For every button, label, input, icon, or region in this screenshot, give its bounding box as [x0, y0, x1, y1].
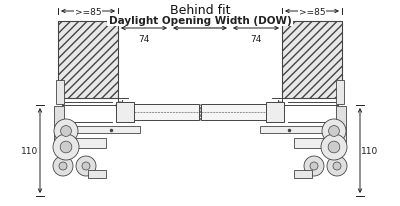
- Bar: [294, 170, 312, 178]
- Bar: [266, 103, 284, 122]
- Bar: [68, 126, 140, 133]
- Circle shape: [76, 156, 96, 176]
- Text: 74: 74: [138, 34, 150, 43]
- Bar: [88, 170, 106, 178]
- Bar: [56, 81, 64, 104]
- Text: 110: 110: [361, 146, 379, 155]
- Circle shape: [61, 126, 72, 137]
- Bar: [294, 138, 324, 148]
- Bar: [201, 104, 266, 121]
- Text: Behind fit: Behind fit: [170, 4, 230, 17]
- Bar: [58, 22, 118, 98]
- Circle shape: [53, 134, 79, 160]
- Text: >=85: >=85: [75, 7, 101, 16]
- Circle shape: [329, 126, 339, 137]
- Circle shape: [327, 156, 347, 176]
- Circle shape: [322, 119, 346, 143]
- Circle shape: [60, 142, 72, 153]
- Circle shape: [82, 162, 90, 170]
- Bar: [134, 104, 199, 121]
- Bar: [282, 22, 342, 98]
- Text: >=85: >=85: [299, 7, 325, 16]
- Text: Daylight Opening Width (DOW): Daylight Opening Width (DOW): [109, 16, 291, 26]
- Circle shape: [333, 162, 341, 170]
- Circle shape: [321, 134, 347, 160]
- Circle shape: [310, 162, 318, 170]
- Bar: [116, 103, 134, 122]
- Circle shape: [304, 156, 324, 176]
- Bar: [76, 138, 106, 148]
- Text: 110: 110: [21, 146, 39, 155]
- Circle shape: [53, 156, 73, 176]
- Circle shape: [54, 119, 78, 143]
- Circle shape: [59, 162, 67, 170]
- Bar: [336, 81, 344, 104]
- Text: 74: 74: [250, 34, 262, 43]
- Circle shape: [328, 142, 340, 153]
- Bar: [54, 107, 64, 142]
- Bar: [260, 126, 332, 133]
- Bar: [336, 107, 346, 142]
